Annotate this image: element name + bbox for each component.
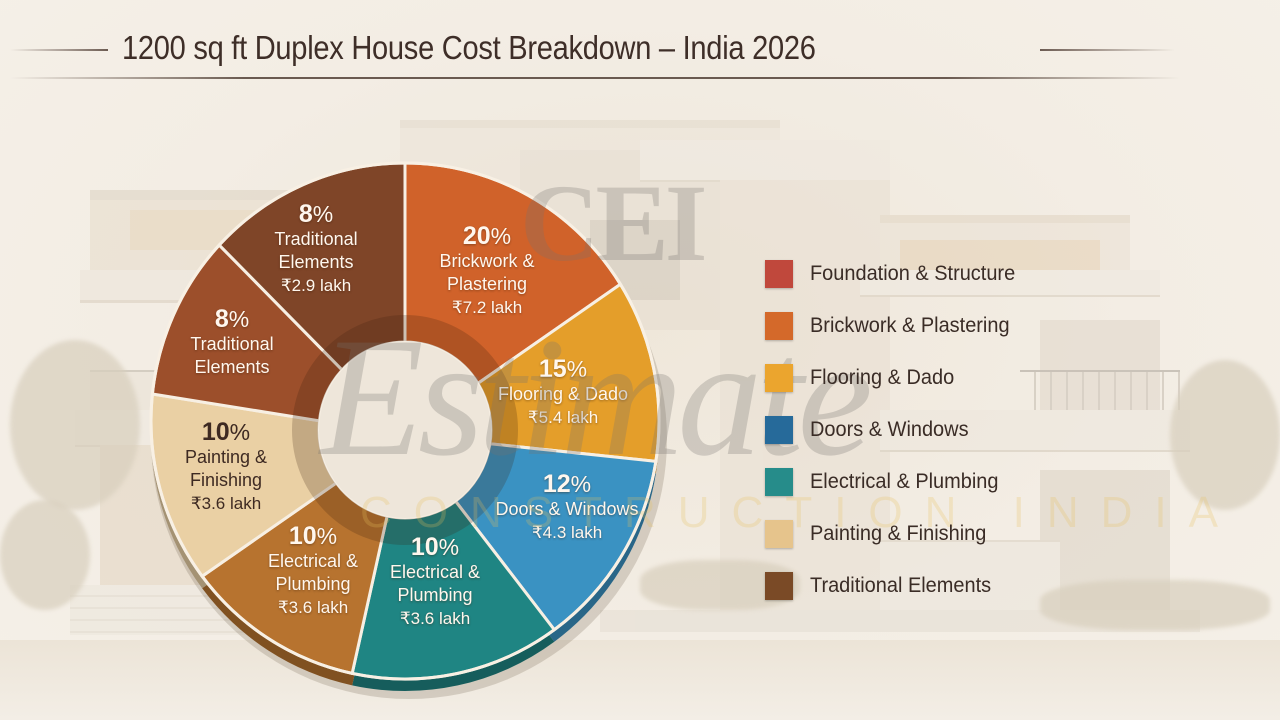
segment-label: 20% Brickwork & Plastering ₹7.2 lakh	[439, 222, 534, 320]
segment-percent: 10%	[410, 533, 460, 561]
legend-swatch	[765, 416, 793, 444]
segment-name: Plastering	[446, 274, 528, 294]
segment-label: 8% Traditional Elements	[190, 305, 273, 379]
segment-label: 10% Electrical & Plumbing ₹3.6 lakh	[268, 522, 358, 620]
legend-swatch	[765, 260, 793, 288]
donut-hole	[319, 342, 491, 518]
segment-percent: 20%	[462, 222, 512, 250]
legend-label: Doors & Windows	[810, 418, 969, 441]
legend-item-painting-finishing: Painting & Finishing	[765, 520, 996, 548]
legend-item-electrical-plumbing: Electrical & Plumbing	[765, 468, 1008, 496]
title-rule-right	[1040, 49, 1175, 51]
title-underline	[10, 77, 1180, 79]
segment-name: Electrical &	[267, 551, 359, 571]
segment-amount: ₹7.2 lakh	[451, 298, 523, 317]
segment-amount: ₹5.4 lakh	[527, 408, 599, 427]
segment-name: Brickwork &	[439, 251, 535, 271]
segment-name: Elements	[194, 357, 270, 377]
legend-label: Flooring & Dado	[810, 366, 955, 389]
segment-label: 12% Doors & Windows ₹4.3 lakh	[495, 470, 638, 545]
segment-name: Plumbing	[275, 574, 351, 594]
legend-item-doors-windows: Doors & Windows	[765, 416, 977, 444]
legend-label: Brickwork & Plastering	[810, 314, 1010, 337]
title-bar: 1200 sq ft Duplex House Cost Breakdown –…	[0, 26, 1280, 76]
legend-swatch	[765, 312, 793, 340]
segment-label: 8% Traditional Elements ₹2.9 lakh	[274, 200, 357, 298]
segment-amount: ₹3.6 lakh	[190, 494, 262, 513]
ground	[0, 640, 1280, 720]
segment-name: Flooring & Dado	[497, 384, 629, 404]
legend-label: Traditional Elements	[810, 574, 992, 597]
segment-percent: 10%	[201, 418, 251, 446]
segment-name: Traditional	[274, 229, 358, 249]
legend-item-foundation: Foundation & Structure	[765, 260, 1026, 288]
segment-percent: 10%	[288, 522, 338, 550]
legend-swatch	[765, 468, 793, 496]
segment-name: Electrical &	[389, 562, 481, 582]
segment-amount: ₹3.6 lakh	[277, 598, 349, 617]
legend-label: Electrical & Plumbing	[810, 470, 999, 493]
segment-percent: 8%	[298, 200, 334, 228]
legend-item-traditional-elements: Traditional Elements	[765, 572, 1001, 600]
segment-label: 10% Painting & Finishing ₹3.6 lakh	[185, 418, 267, 516]
legend-item-flooring: Flooring & Dado	[765, 364, 962, 392]
segment-amount: ₹3.6 lakh	[399, 609, 471, 628]
legend-swatch	[765, 364, 793, 392]
segment-name: Plumbing	[397, 585, 473, 605]
segment-percent: 15%	[538, 355, 588, 383]
segment-amount: ₹2.9 lakh	[280, 276, 352, 295]
tree-left	[10, 340, 140, 510]
title-rule-left	[10, 49, 108, 51]
tree-left-low	[0, 500, 90, 610]
segment-percent: 8%	[214, 305, 250, 333]
segment-percent: 12%	[542, 470, 592, 498]
tree-right	[1170, 360, 1280, 510]
legend-label: Painting & Finishing	[810, 522, 987, 545]
segment-label: 10% Electrical & Plumbing ₹3.6 lakh	[390, 533, 480, 631]
segment-name: Painting &	[184, 447, 268, 467]
segment-amount: ₹4.3 lakh	[531, 523, 603, 542]
segment-name: Elements	[278, 252, 354, 272]
segment-name: Finishing	[189, 470, 263, 490]
segment-name: Traditional	[190, 334, 274, 354]
chart-title: 1200 sq ft Duplex House Cost Breakdown –…	[122, 29, 816, 66]
shrubs-right	[1040, 580, 1270, 630]
legend-item-brickwork: Brickwork & Plastering	[765, 312, 1020, 340]
segment-label: 15% Flooring & Dado ₹5.4 lakh	[498, 355, 628, 430]
legend-swatch	[765, 520, 793, 548]
legend-swatch	[765, 572, 793, 600]
segment-name: Doors & Windows	[495, 499, 639, 519]
legend-label: Foundation & Structure	[810, 262, 1016, 285]
